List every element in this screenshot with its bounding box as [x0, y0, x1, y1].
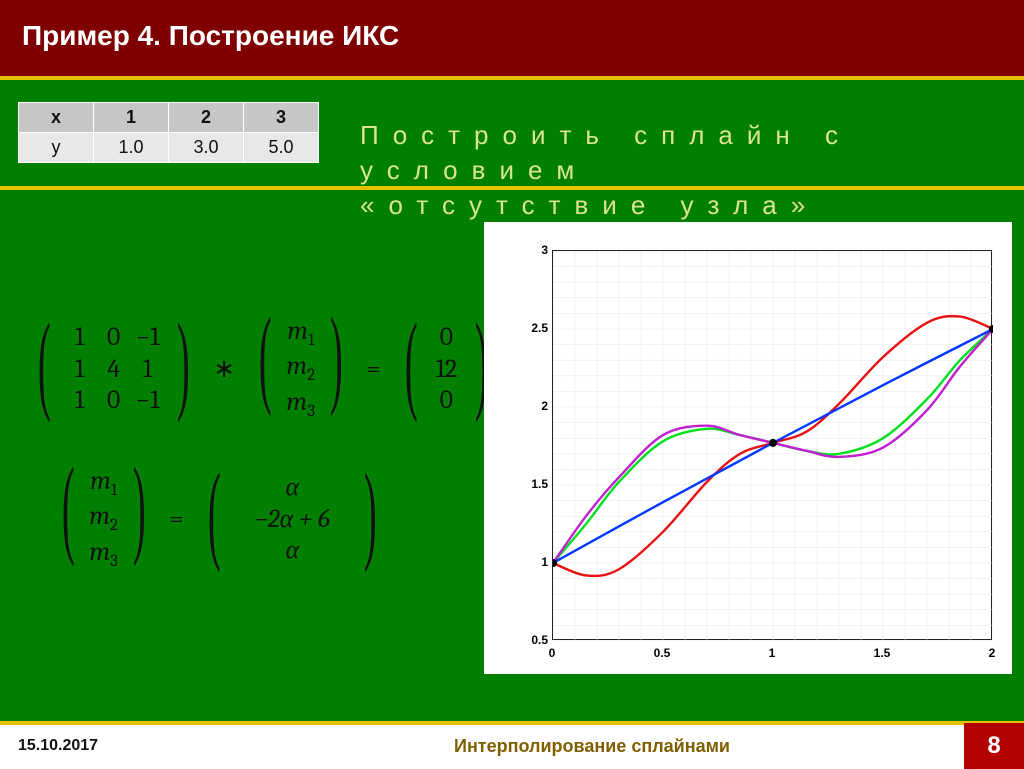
- instruction-line: условием: [360, 155, 588, 185]
- matrix-A: ( 1 1 1 0 4 0 −1 1 −1 ): [26, 316, 201, 422]
- col-head: 2: [169, 103, 244, 133]
- instruction-text: Построить сплайн с условием «отсутствие …: [360, 118, 994, 223]
- footer-title: Интерполирование сплайнами: [220, 736, 964, 757]
- y-tick-label: 2: [508, 399, 548, 413]
- multiply-op: ∗: [213, 354, 235, 384]
- table-cell: 5.0: [244, 133, 319, 163]
- equation-1: ( 1 1 1 0 4 0 −1 1 −1 ) ∗: [22, 310, 504, 428]
- table-row: x 1 2 3: [19, 103, 319, 133]
- row-head: y: [19, 133, 94, 163]
- instruction-line: «отсутствие узла»: [360, 190, 819, 220]
- col-head: 1: [94, 103, 169, 133]
- y-tick-label: 0.5: [508, 633, 548, 647]
- x-tick-label: 0.5: [647, 646, 677, 660]
- slide-body: x 1 2 3 y 1.0 3.0 5.0 Построить сплайн с…: [0, 76, 1024, 721]
- page-number: 8: [964, 723, 1024, 769]
- data-table: x 1 2 3 y 1.0 3.0 5.0: [18, 102, 319, 163]
- vector-rhs: ( α −2α + 6 α ): [196, 466, 389, 572]
- slide-title: Пример 4. Построение ИКС: [0, 0, 1024, 76]
- chart-plot-area: [552, 250, 992, 640]
- vector-m: ( m1 m2 m3 ): [247, 310, 354, 428]
- col-head: x: [19, 103, 94, 133]
- x-tick-label: 2: [977, 646, 1007, 660]
- y-tick-label: 2.5: [508, 321, 548, 335]
- chart-container: 0.511.522.5300.511.52: [484, 222, 1012, 674]
- y-tick-label: 3: [508, 243, 548, 257]
- equals-op: =: [366, 354, 380, 384]
- y-tick-label: 1.5: [508, 477, 548, 491]
- col-head: 3: [244, 103, 319, 133]
- equals-op: =: [169, 504, 183, 534]
- x-tick-label: 0: [537, 646, 567, 660]
- equation-2: ( m1 m2 m3 ) = ( α −2α + 6 α ): [46, 460, 393, 578]
- table-cell: 3.0: [169, 133, 244, 163]
- x-tick-label: 1.5: [867, 646, 897, 660]
- table-row: y 1.0 3.0 5.0: [19, 133, 319, 163]
- chart-svg: [553, 251, 993, 641]
- x-tick-label: 1: [757, 646, 787, 660]
- slide: Пример 4. Построение ИКС x 1 2 3 y 1.0 3…: [0, 0, 1024, 767]
- instruction-line: Построить сплайн с: [360, 120, 852, 150]
- table-cell: 1.0: [94, 133, 169, 163]
- vector-m2: ( m1 m2 m3 ): [50, 460, 157, 578]
- footer-date: 15.10.2017: [0, 737, 220, 755]
- slide-footer: 15.10.2017 Интерполирование сплайнами 8: [0, 721, 1024, 767]
- y-tick-label: 1: [508, 555, 548, 569]
